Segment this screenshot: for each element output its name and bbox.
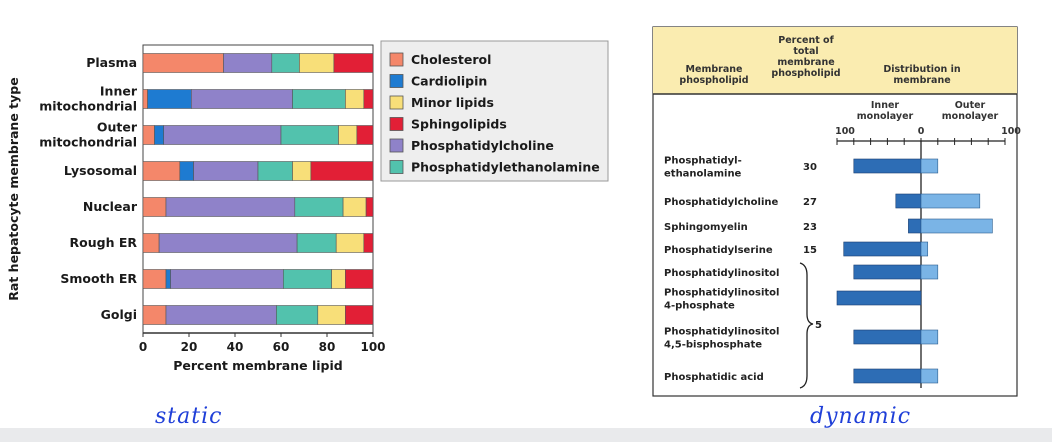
group-percent: 5 — [815, 320, 822, 331]
scale-label-zero: 0 — [918, 126, 925, 137]
bar-sphingolipids-1 — [363, 89, 374, 109]
outer-bar-2 — [920, 218, 993, 234]
inner-bar-7 — [853, 368, 922, 384]
x-tick-label: 40 — [227, 340, 244, 354]
bar-sphingolipids-0 — [333, 53, 374, 73]
legend-label: Phosphatidylethanolamine — [411, 160, 600, 175]
inner-bar-2 — [908, 218, 922, 234]
category-label: Inner mitochondrial — [39, 84, 138, 114]
page-bottom-band — [0, 428, 1052, 442]
outer-bar-6 — [920, 329, 939, 345]
bar-sphingolipids-7 — [345, 305, 374, 325]
outer-bar-0 — [920, 158, 939, 174]
row-label-3: Phosphatidylserine — [664, 245, 773, 256]
row-label-5: Phosphatidylinositol 4-phosphate — [664, 288, 779, 312]
annotation-static: static — [155, 404, 223, 429]
bar-sphingolipids-2 — [356, 125, 374, 145]
legend-label: Cardiolipin — [411, 74, 487, 89]
annotation-dynamic: dynamic — [810, 404, 912, 429]
legend-label: Phosphatidylcholine — [411, 138, 554, 153]
bar-sphingolipids-3 — [310, 161, 374, 181]
inner-bar-3 — [843, 241, 922, 257]
scale-label-inner-100: 100 — [835, 126, 855, 137]
legend-label: Cholesterol — [411, 52, 491, 67]
row-percent-0: 30 — [803, 162, 817, 173]
bar-sphingolipids-5 — [363, 233, 374, 253]
legend-label: Sphingolipids — [411, 117, 507, 132]
x-tick-label: 0 — [139, 340, 147, 354]
x-axis-title: Percent membrane lipid — [173, 358, 342, 373]
inner-bar-4 — [853, 264, 922, 280]
phospholipid-distribution-chart: Membrane phospholipid Percent of total membr… — [652, 26, 1021, 397]
header-band — [653, 27, 1017, 94]
bar-sphingolipids-6 — [345, 269, 374, 289]
legend-box — [380, 40, 609, 182]
y-axis-title: Rat hepatocyte membrane type — [6, 77, 21, 300]
legend-swatch-sphingolipids — [389, 117, 404, 131]
category-label: Smooth ER — [60, 271, 137, 286]
header-inner-monolayer: Inner monolayer — [857, 100, 914, 122]
outer-bar-3 — [920, 241, 929, 257]
group-brace — [799, 262, 814, 389]
category-label: Nuclear — [83, 199, 138, 214]
inner-bar-1 — [895, 193, 922, 209]
inner-bar-0 — [853, 158, 922, 174]
stacked-bar-chart: Plasma Inner mitochondrial Outer mitochondri… — [6, 40, 609, 373]
header-distribution: Distribution in membrane — [883, 64, 960, 86]
row-percent-3: 15 — [803, 245, 817, 256]
x-tick-label: 20 — [181, 340, 198, 354]
header-outer-monolayer: Outer monolayer — [942, 100, 999, 122]
scale-label-outer-100: 100 — [1001, 126, 1021, 137]
outer-bar-1 — [920, 193, 981, 209]
outer-bar-7 — [920, 368, 939, 384]
legend-label: Minor lipids — [411, 95, 494, 110]
legend-swatch-cardiolipin — [389, 74, 404, 88]
x-tick-label: 80 — [319, 340, 336, 354]
row-label-0: Phosphatidyl-ethanolamine — [664, 156, 742, 180]
legend-swatch-phosphatidylethanolamine — [389, 160, 404, 174]
row-label-4: Phosphatidylinositol — [664, 268, 779, 279]
row-label-1: Phosphatidylcholine — [664, 197, 779, 208]
row-percent-2: 23 — [803, 222, 817, 233]
category-label: Plasma — [86, 55, 137, 70]
category-label: Outer mitochondrial — [39, 120, 138, 150]
header-percent: Percent of total membrane phospholipid — [771, 35, 840, 79]
legend-swatch-phosphatidylcholine — [389, 138, 404, 153]
category-label: Golgi — [101, 307, 137, 322]
outer-bar-4 — [920, 264, 939, 280]
row-label-2: Sphingomyelin — [664, 222, 748, 233]
inner-bar-5 — [836, 290, 922, 306]
category-label: Lysosomal — [64, 163, 137, 178]
legend-swatch-minor lipids — [389, 95, 404, 110]
row-percent-1: 27 — [803, 197, 817, 208]
row-label-6: Phosphatidylinositol 4,5-bisphosphate — [664, 327, 779, 351]
inner-bar-6 — [853, 329, 922, 345]
bar-sphingolipids-4 — [365, 197, 374, 217]
x-tick-label: 100 — [360, 340, 385, 354]
row-label-7: Phosphatidic acid — [664, 372, 764, 383]
legend-swatch-cholesterol — [389, 52, 404, 67]
x-tick-label: 60 — [273, 340, 290, 354]
category-label: Rough ER — [70, 235, 138, 250]
header-phospholipid: Membrane phospholipid — [679, 64, 748, 86]
